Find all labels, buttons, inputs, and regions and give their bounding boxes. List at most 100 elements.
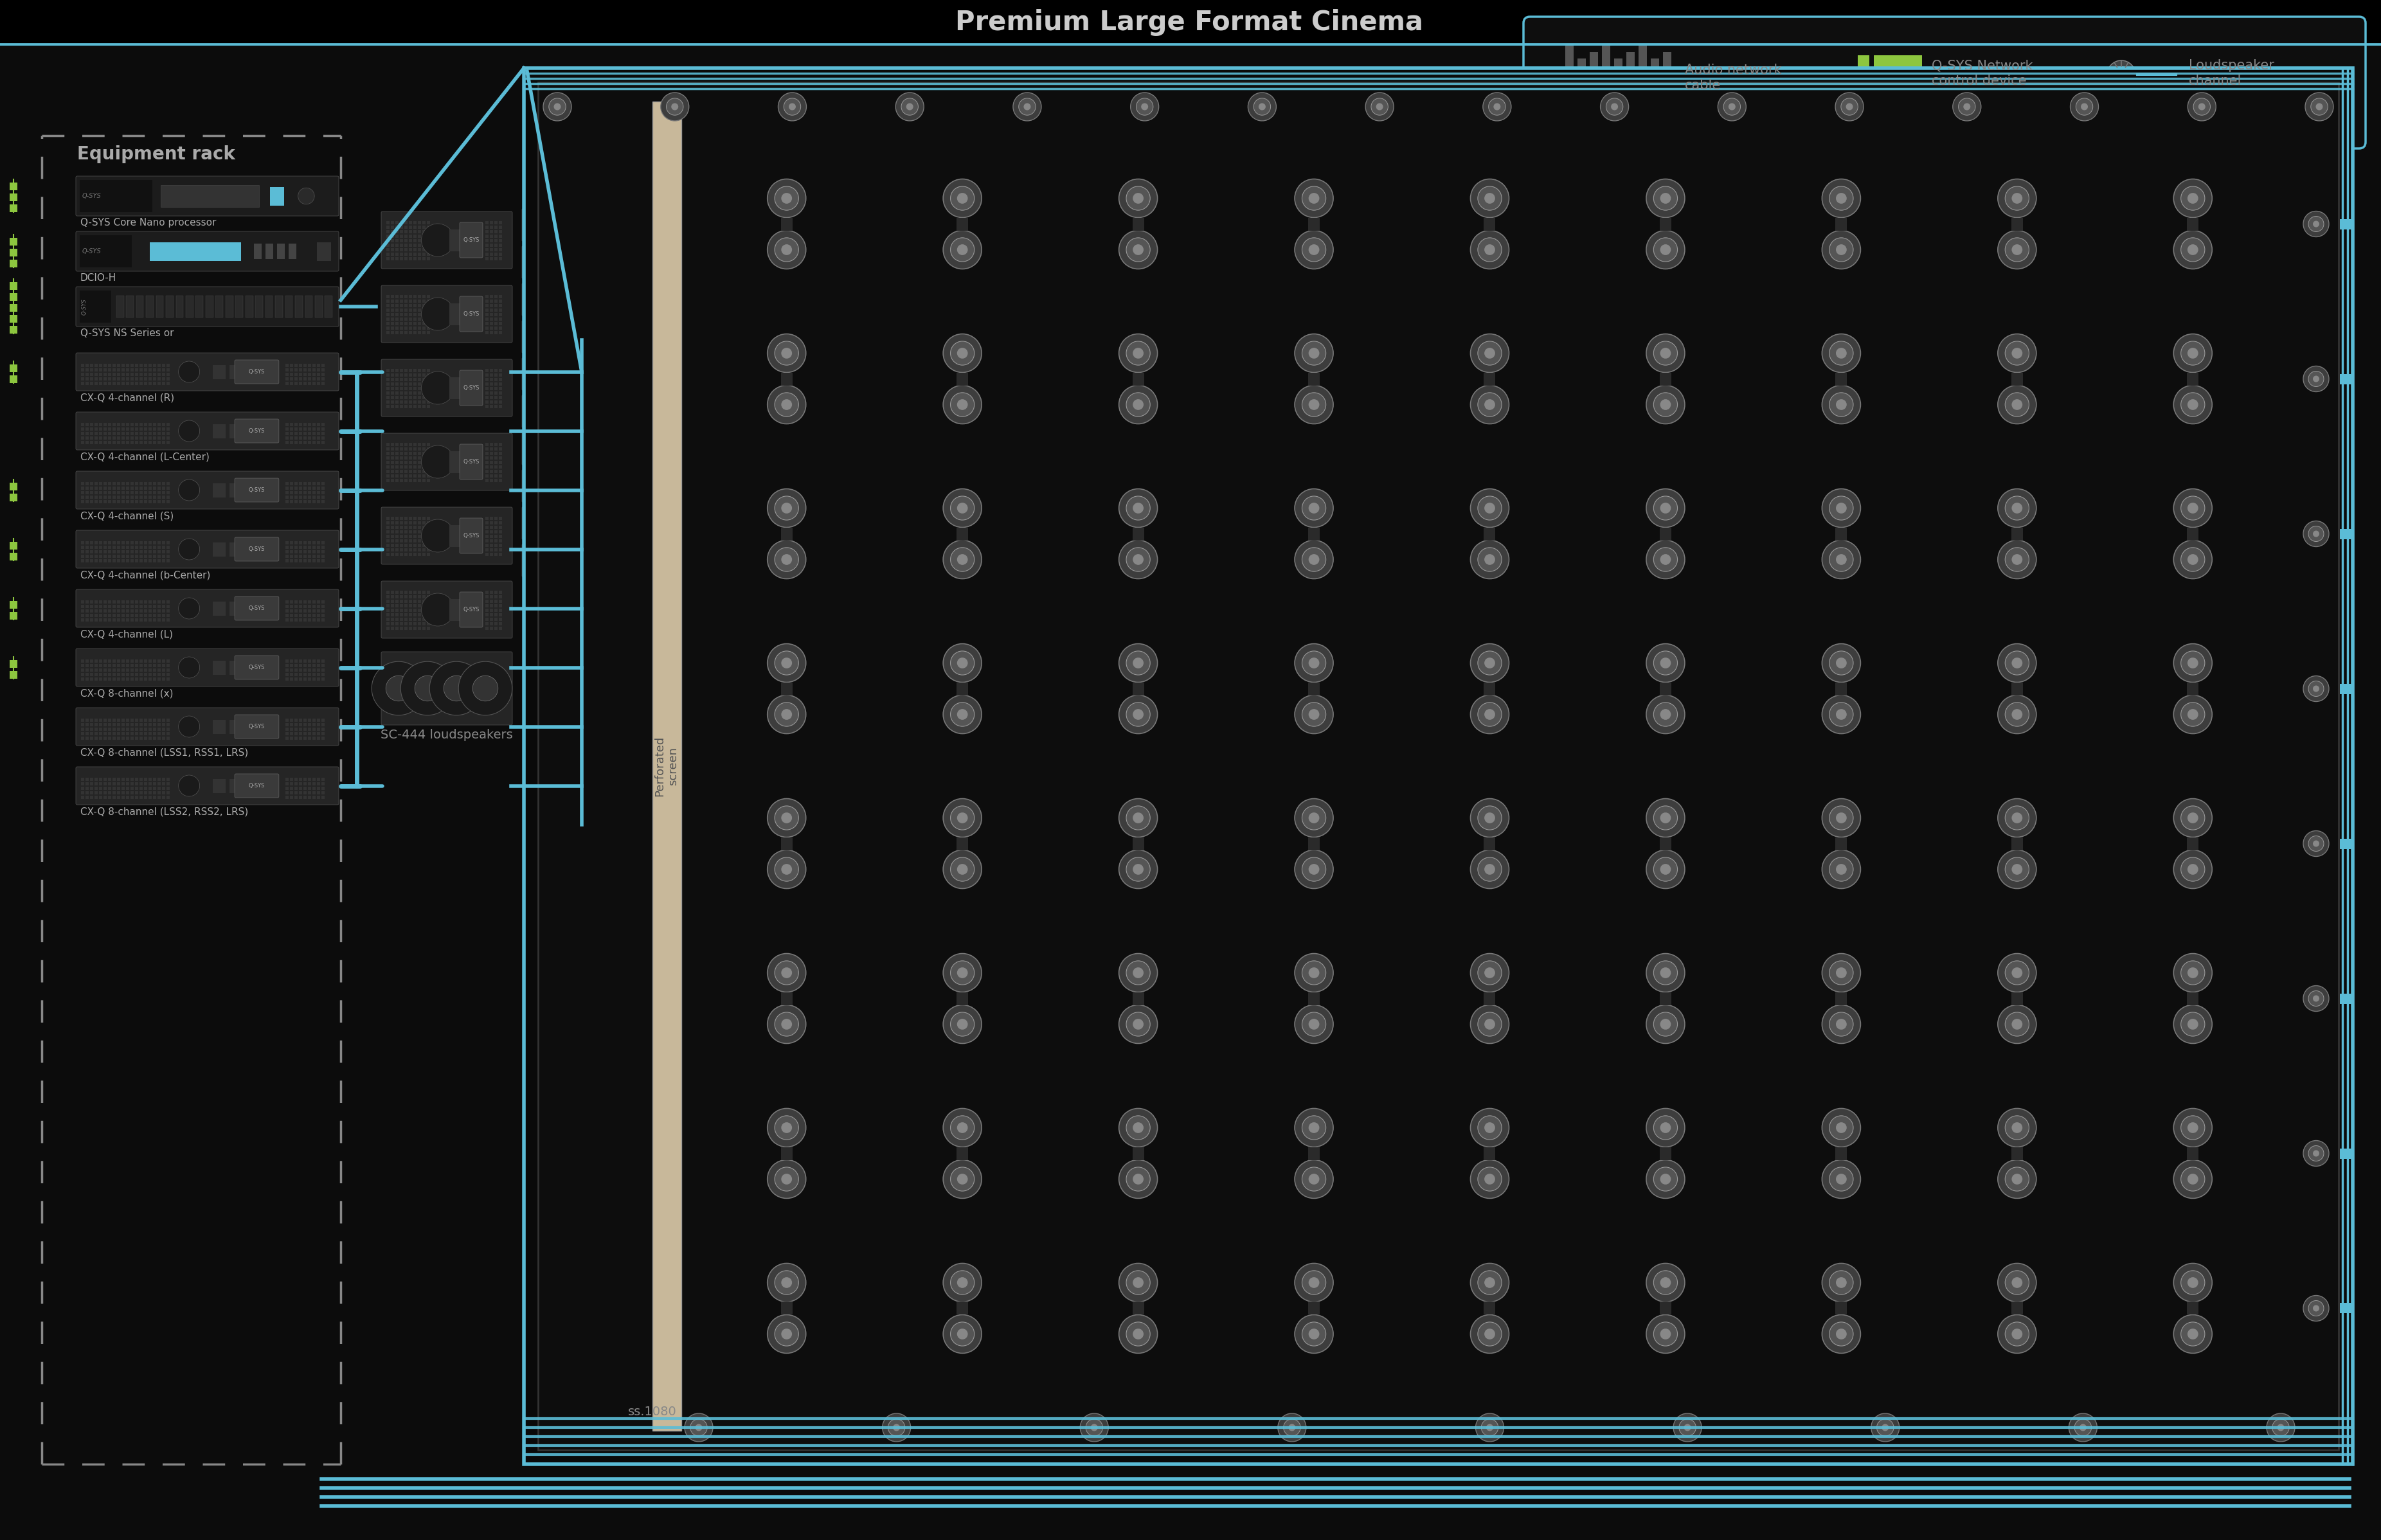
Bar (421, 608, 426, 611)
Bar (395, 308, 398, 313)
Bar (300, 496, 302, 499)
Bar (107, 382, 112, 385)
Bar (957, 992, 969, 1006)
Bar (295, 731, 298, 736)
Text: Loudspeaker
channel: Loudspeaker channel (2188, 60, 2274, 88)
Bar (498, 370, 502, 373)
Bar (140, 659, 143, 662)
Circle shape (1302, 496, 1326, 521)
Bar (490, 387, 493, 390)
Circle shape (421, 371, 455, 405)
Bar (212, 484, 226, 497)
Bar (498, 470, 502, 473)
Bar (395, 248, 398, 251)
Bar (186, 296, 193, 317)
Circle shape (2174, 231, 2212, 269)
Circle shape (2174, 1315, 2212, 1354)
Bar (405, 331, 407, 334)
Bar (417, 387, 421, 390)
Circle shape (1119, 695, 1157, 733)
Bar (112, 368, 117, 371)
Bar (162, 550, 164, 553)
Bar (390, 548, 393, 551)
Bar (421, 296, 426, 299)
Bar (112, 792, 117, 795)
Bar (95, 368, 98, 371)
Bar (781, 682, 793, 695)
Bar (426, 596, 431, 599)
Bar (100, 614, 102, 618)
Bar (136, 601, 138, 604)
Circle shape (1829, 858, 1852, 881)
Bar (395, 604, 398, 608)
Bar (317, 778, 319, 781)
Bar (90, 792, 93, 795)
Bar (2338, 1149, 2352, 1158)
Circle shape (1476, 651, 1502, 675)
Circle shape (1126, 342, 1150, 365)
Bar (414, 226, 417, 229)
Bar (126, 496, 129, 499)
Bar (405, 374, 407, 377)
Bar (143, 619, 148, 622)
Bar (2186, 373, 2198, 385)
Bar (312, 363, 317, 367)
Circle shape (2005, 1167, 2029, 1190)
Bar (140, 500, 143, 504)
Bar (400, 596, 402, 599)
Bar (100, 736, 102, 739)
Circle shape (1307, 658, 1319, 668)
Bar (300, 614, 302, 618)
Bar (86, 787, 88, 790)
Bar (498, 387, 502, 390)
Bar (295, 719, 298, 722)
Bar (81, 500, 83, 504)
Bar (162, 487, 164, 490)
Bar (426, 222, 431, 225)
Bar (410, 308, 412, 313)
Bar (112, 673, 117, 676)
Bar (2338, 838, 2352, 849)
Circle shape (1302, 393, 1326, 416)
Bar (317, 668, 319, 671)
Bar (290, 787, 293, 790)
Circle shape (943, 695, 981, 733)
Bar (317, 433, 319, 436)
Bar (86, 731, 88, 736)
Bar (410, 243, 412, 246)
Bar (498, 474, 502, 477)
Circle shape (1119, 1160, 1157, 1198)
Bar (426, 613, 431, 616)
Bar (390, 300, 393, 303)
Bar (495, 601, 498, 604)
Bar (495, 243, 498, 246)
Bar (95, 440, 98, 444)
Circle shape (943, 488, 981, 527)
Bar (498, 382, 502, 387)
Bar (414, 479, 417, 482)
Bar (136, 668, 138, 671)
Bar (107, 778, 112, 781)
Circle shape (1836, 192, 1845, 203)
Bar (302, 541, 307, 545)
Circle shape (1836, 813, 1845, 824)
Circle shape (1998, 231, 2036, 269)
Bar (290, 424, 293, 427)
Circle shape (695, 1424, 702, 1431)
Circle shape (2012, 245, 2021, 256)
Bar (302, 428, 307, 431)
Bar (421, 387, 426, 390)
Circle shape (529, 407, 538, 416)
Bar (86, 433, 88, 436)
Circle shape (2181, 1167, 2205, 1190)
Bar (426, 305, 431, 308)
Circle shape (1836, 92, 1862, 120)
Bar (400, 591, 402, 594)
Bar (140, 436, 143, 440)
Bar (321, 487, 324, 490)
Bar (143, 382, 148, 385)
Circle shape (2186, 1173, 2198, 1184)
Bar (117, 619, 119, 622)
Bar (286, 664, 288, 667)
Bar (498, 313, 502, 316)
